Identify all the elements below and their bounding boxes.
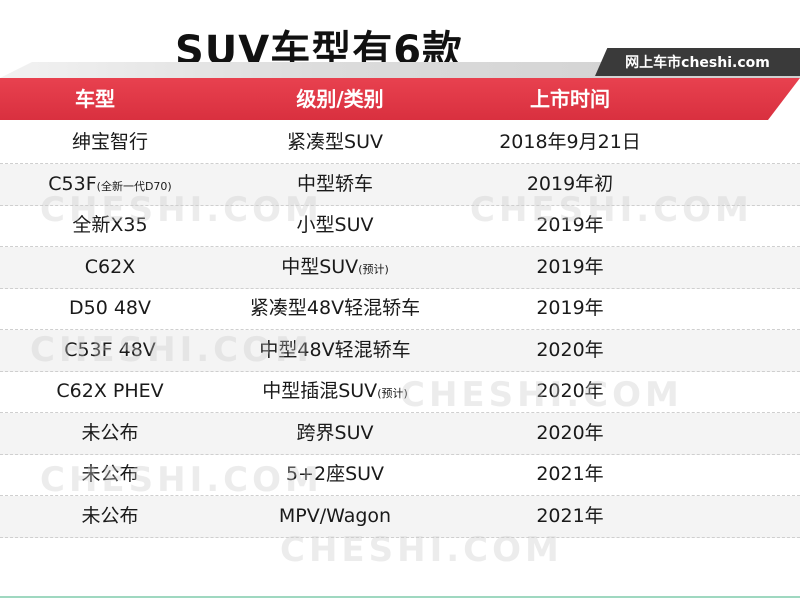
watermark: CHESHI.COM [280, 530, 563, 570]
cell-class: 紧凑型SUV [215, 122, 455, 163]
table-header: 车型 级别/类别 上市时间 [0, 78, 800, 120]
bottom-divider [0, 596, 800, 598]
class-name: 中型插混SUV [262, 380, 378, 402]
class-name: 中型SUV [281, 255, 359, 278]
cell-model: 全新X35 [10, 205, 210, 246]
model-name: 未公布 [81, 463, 139, 485]
table-row: 绅宝智行 紧凑型SUV 2018年9月21日 [0, 122, 800, 164]
class-name: 紧凑型SUV [287, 131, 383, 153]
watermark: CHESHI.COM [30, 330, 313, 370]
watermark: CHESHI.COM [40, 460, 323, 500]
cell-model: C53F 48V [10, 330, 210, 371]
cell-date: 2020年 [536, 421, 604, 444]
cell-class: MPV/Wagon [215, 496, 455, 537]
cell-model: C62X [10, 247, 210, 288]
table-row: C53F 48V 中型48V轻混轿车 2020年 [0, 329, 800, 372]
header-date: 上市时间 [530, 87, 610, 111]
cell-model: 未公布 [10, 454, 210, 495]
cell-date: 2018年9月21日 [499, 131, 641, 153]
model-name: D50 48V [68, 297, 152, 319]
header-model: 车型 [75, 87, 115, 111]
table-row: 未公布 跨界SUV 2020年 [0, 412, 800, 455]
cell-class: 中型轿车 [215, 164, 455, 205]
class-name: 紧凑型48V轻混轿车 [249, 297, 421, 319]
class-note: (预计) [358, 262, 389, 276]
class-name: 跨界SUV [296, 421, 374, 444]
model-name: 全新X35 [72, 214, 148, 236]
watermark: CHESHI.COM [40, 190, 323, 230]
cell-model: 绅宝智行 [10, 122, 210, 163]
model-note: (全新一代D70) [96, 179, 172, 193]
model-name: C53F 48V [64, 338, 156, 361]
cell-model: 未公布 [10, 413, 210, 454]
model-name: C53F [48, 172, 97, 195]
table-row: 未公布 MPV/Wagon 2021年 [0, 495, 800, 538]
cell-date: 2019年 [536, 297, 604, 319]
class-name: 中型48V轻混轿车 [259, 338, 411, 361]
cell-date: 2019年 [536, 255, 604, 278]
cell-class: 中型48V轻混轿车 [215, 330, 455, 371]
cell-model: D50 48V [10, 288, 210, 329]
class-name: 中型轿车 [296, 172, 373, 195]
cell-date: 2019年初 [526, 172, 614, 195]
cell-class: 紧凑型48V轻混轿车 [215, 288, 455, 329]
table-row: C62X 中型SUV(预计) 2019年 [0, 246, 800, 289]
cell-class: 中型插混SUV(预计) [215, 371, 455, 412]
cell-date: 2021年 [536, 504, 604, 527]
cell-model: 未公布 [10, 496, 210, 537]
model-name: 绅宝智行 [71, 131, 148, 153]
model-name: 未公布 [81, 421, 139, 444]
table-row: C53F(全新一代D70) 中型轿车 2019年初 [0, 163, 800, 206]
cell-class: 小型SUV [215, 205, 455, 246]
watermark: CHESHI.COM [400, 375, 683, 415]
cell-date: 2020年 [536, 338, 604, 361]
table-row: D50 48V 紧凑型48V轻混轿车 2019年 [0, 288, 800, 330]
cell-model: C53F(全新一代D70) [10, 164, 210, 205]
source-tag: 网上车市cheshi.com [595, 48, 800, 76]
cell-date: 2019年 [536, 214, 604, 236]
class-name: MPV/Wagon [278, 504, 392, 527]
cell-class: 5+2座SUV [215, 454, 455, 495]
cell-class: 跨界SUV [215, 413, 455, 454]
class-note: (预计) [377, 387, 408, 400]
model-name: 未公布 [81, 504, 139, 527]
header-class: 级别/类别 [296, 87, 384, 111]
cell-class: 中型SUV(预计) [215, 247, 455, 288]
model-name: C62X PHEV [56, 380, 164, 402]
watermark: CHESHI.COM [470, 190, 753, 230]
model-name: C62X [84, 255, 136, 278]
cell-date: 2021年 [536, 463, 604, 485]
cell-model: C62X PHEV [10, 371, 210, 412]
class-name: 5+2座SUV [285, 463, 385, 485]
cell-date: 2020年 [536, 380, 604, 402]
class-name: 小型SUV [296, 214, 374, 236]
